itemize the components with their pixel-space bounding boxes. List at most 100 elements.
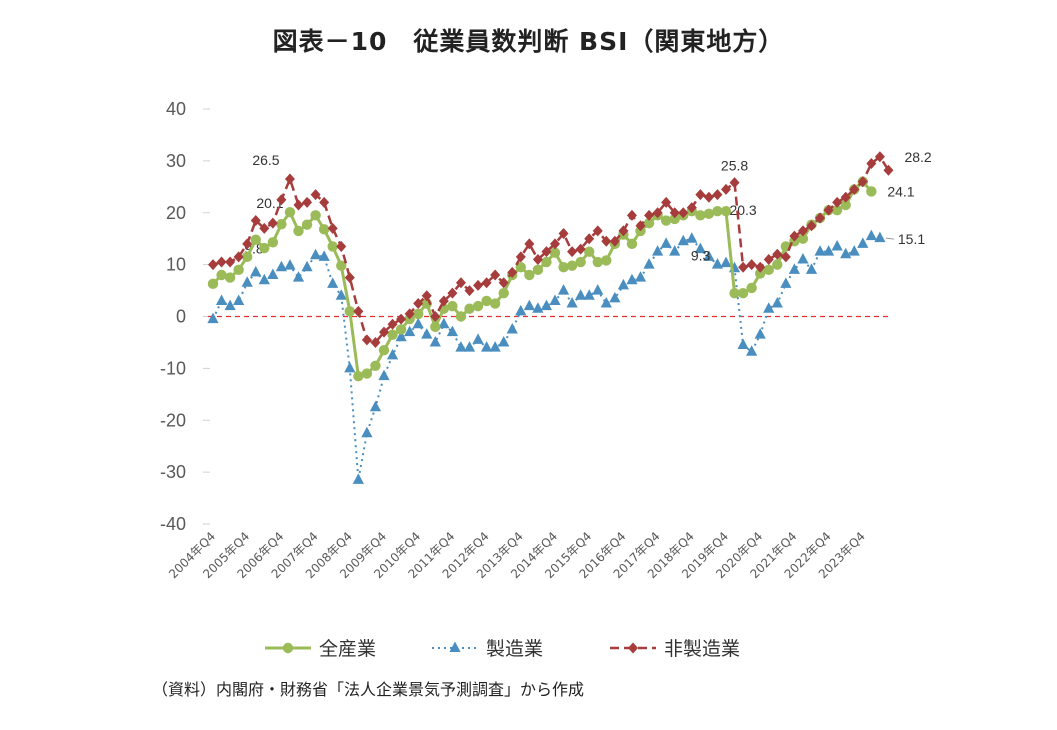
data-point xyxy=(575,243,586,255)
data-point xyxy=(823,204,834,216)
data-point xyxy=(592,284,604,295)
data-point xyxy=(216,256,227,268)
data-point xyxy=(660,237,672,248)
data-point xyxy=(746,259,757,271)
data-point xyxy=(763,302,775,313)
data-point xyxy=(498,277,509,289)
data-point xyxy=(379,326,389,338)
data-point xyxy=(233,294,245,305)
legend-label: 全産業 xyxy=(319,638,376,660)
data-point xyxy=(352,473,364,484)
data-point xyxy=(284,173,295,185)
series-line xyxy=(212,235,881,481)
data-point xyxy=(550,238,560,250)
data-point xyxy=(207,312,219,324)
data-point xyxy=(242,238,253,250)
data-point xyxy=(626,209,637,221)
data-point xyxy=(772,259,783,270)
data-point xyxy=(583,289,595,300)
data-point xyxy=(378,369,390,381)
data-point xyxy=(592,225,603,237)
data-point xyxy=(840,199,851,211)
data-point xyxy=(883,164,894,176)
data-point xyxy=(327,241,338,252)
data-point xyxy=(344,361,356,373)
data-point xyxy=(755,268,766,279)
data-point xyxy=(558,262,569,273)
y-tick-label: 30 xyxy=(166,151,186,171)
y-tick-label: 10 xyxy=(166,255,186,275)
data-point xyxy=(737,338,749,350)
data-point xyxy=(575,289,587,300)
data-point xyxy=(695,210,706,221)
data-point xyxy=(626,238,638,250)
legend-item: 製造業 xyxy=(432,638,543,660)
data-point xyxy=(874,231,886,243)
data-point xyxy=(447,300,458,312)
data-point xyxy=(396,313,407,325)
data-point xyxy=(353,305,364,317)
data-point xyxy=(618,225,629,237)
series-1: 9.8 9.315.1 xyxy=(207,229,925,484)
data-point xyxy=(601,235,612,247)
data-point xyxy=(788,263,800,274)
data-point xyxy=(584,233,595,245)
data-label: 20.3 xyxy=(729,202,756,218)
data-point xyxy=(541,256,552,268)
data-label: 24.1 xyxy=(887,183,914,199)
data-point xyxy=(344,272,355,284)
data-point xyxy=(430,321,441,333)
data-point xyxy=(310,210,321,221)
data-point xyxy=(361,368,373,379)
data-point xyxy=(703,208,715,219)
data-point xyxy=(421,328,433,339)
data-point xyxy=(387,329,398,340)
data-point xyxy=(370,360,381,371)
data-point xyxy=(532,302,544,313)
data-point xyxy=(430,311,441,322)
data-point xyxy=(763,253,774,265)
data-point xyxy=(703,250,715,261)
legend-marker xyxy=(628,642,638,654)
data-point xyxy=(609,235,620,247)
data-point xyxy=(661,196,672,208)
data-point xyxy=(242,251,253,263)
data-point xyxy=(250,265,262,277)
data-point xyxy=(849,183,860,195)
data-point xyxy=(532,264,544,276)
data-label: 15.1 xyxy=(898,231,925,247)
data-point xyxy=(831,204,843,216)
data-point xyxy=(643,217,655,229)
legend-label: 製造業 xyxy=(486,638,543,660)
data-point xyxy=(438,317,450,329)
data-point xyxy=(857,176,868,188)
data-point xyxy=(310,189,321,201)
data-point xyxy=(652,207,663,219)
data-point xyxy=(284,207,296,218)
data-point xyxy=(463,341,476,352)
data-point xyxy=(540,299,553,311)
data-point xyxy=(712,189,723,201)
data-point xyxy=(215,294,228,305)
data-point xyxy=(524,238,535,250)
data-point xyxy=(455,277,466,289)
data-point xyxy=(259,222,270,234)
data-point xyxy=(780,251,791,263)
data-point xyxy=(814,245,826,256)
data-point xyxy=(515,304,527,316)
data-point xyxy=(712,205,723,217)
y-tick-label: -30 xyxy=(160,462,186,482)
y-tick-label: 0 xyxy=(176,307,186,327)
data-point xyxy=(370,336,381,348)
data-point xyxy=(848,245,860,256)
data-point xyxy=(404,325,416,337)
data-point xyxy=(592,256,603,268)
data-point xyxy=(276,194,287,206)
y-tick-label: 20 xyxy=(166,203,186,223)
data-point xyxy=(233,264,244,276)
data-point xyxy=(225,256,236,268)
data-point xyxy=(660,215,672,226)
data-point xyxy=(669,245,681,256)
series-2: 26.5 25.8 28.2 xyxy=(208,149,932,348)
